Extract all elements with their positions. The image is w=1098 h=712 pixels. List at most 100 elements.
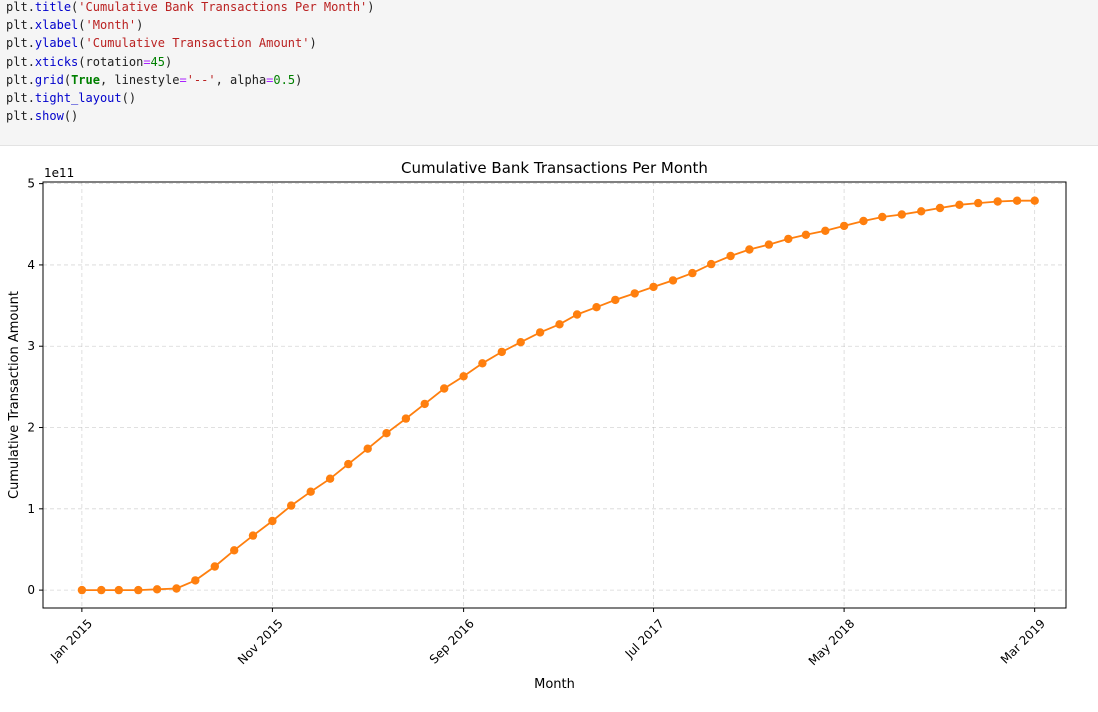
code-line: plt.show() <box>6 107 375 125</box>
code-token: = <box>266 72 274 87</box>
code-token: 'Cumulative Bank Transactions Per Month' <box>78 0 368 14</box>
code-line: plt.ylabel('Cumulative Transaction Amoun… <box>6 34 375 52</box>
data-point <box>821 226 830 235</box>
code-token: . <box>27 90 35 105</box>
data-point <box>325 474 335 483</box>
data-point <box>726 251 735 261</box>
data-point <box>114 585 124 595</box>
code-token: . <box>27 109 35 124</box>
data-point <box>363 444 372 453</box>
grid-lines <box>43 182 1066 608</box>
data-point <box>935 203 945 213</box>
data-point <box>630 289 639 298</box>
y-tick-label: 0 <box>27 583 35 597</box>
code-token: ) <box>165 54 173 69</box>
code-token: ylabel <box>34 36 79 51</box>
code-line: plt.xlabel('Month') <box>6 16 375 34</box>
data-point <box>1030 196 1039 205</box>
y-tick-label: 5 <box>27 177 35 191</box>
code-token: grid <box>34 72 64 87</box>
code-token: tight_layout <box>34 90 122 105</box>
x-tick-label: Jul 2017 <box>622 616 667 661</box>
data-point <box>993 197 1002 206</box>
y-tick-label: 1 <box>27 502 35 516</box>
data-point <box>478 359 487 368</box>
plot-frame <box>42 181 1067 609</box>
data-point <box>248 531 258 540</box>
data-point <box>974 198 983 208</box>
code-token: xlabel <box>34 18 79 33</box>
data-point <box>611 295 620 305</box>
code-token: () <box>121 90 137 105</box>
code-token: = <box>143 54 151 69</box>
code-token: = <box>179 72 187 87</box>
x-axis-label: Month <box>534 677 575 692</box>
data-point <box>420 399 429 409</box>
code-token: plt <box>6 109 28 124</box>
code-token: . <box>27 54 35 69</box>
code-token: ) <box>309 36 317 51</box>
line-chart: 0 1 2 3 4 5 Jan 2015 Nov 2015 Sep 2016 Jul 2017 Ma… <box>7 159 1067 692</box>
data-point <box>401 414 411 423</box>
data-point <box>459 372 468 381</box>
code-token: 'Month' <box>85 18 137 33</box>
code-token: plt <box>6 72 28 87</box>
data-point <box>784 234 793 244</box>
data-point <box>839 221 849 231</box>
data-point <box>382 429 391 438</box>
data-point <box>535 328 545 337</box>
code-token: plt <box>6 54 28 69</box>
code-editor[interactable]: plt.title('Cumulative Bank Transactions … <box>6 0 375 125</box>
code-token: '--' <box>186 72 216 87</box>
data-point <box>344 459 353 469</box>
data-point <box>230 546 239 555</box>
x-tick-label: Mar 2019 <box>998 616 1048 666</box>
code-token: show <box>34 109 64 124</box>
code-token: plt <box>6 90 28 105</box>
data-point <box>649 282 658 292</box>
code-token: 0.5 <box>273 72 296 87</box>
code-token: 45 <box>150 54 165 69</box>
code-token: plt <box>6 0 28 14</box>
code-token: . <box>27 36 35 51</box>
x-tick-label: May 2018 <box>806 616 858 668</box>
series-line <box>81 199 1035 592</box>
data-point <box>707 259 716 269</box>
code-token: ( <box>78 36 86 51</box>
data-point <box>668 276 678 285</box>
data-point <box>801 230 811 239</box>
data-point <box>497 347 506 357</box>
code-token: , alpha <box>215 72 267 87</box>
data-point <box>572 310 582 319</box>
axes: 0 1 2 3 4 5 Jan 2015 Nov 2015 Sep 2016 Jul 2017 Ma… <box>27 177 1048 669</box>
x-tick-label: Jan 2015 <box>47 616 95 664</box>
data-point <box>859 216 868 226</box>
data-point <box>688 268 697 278</box>
code-token: ( <box>71 0 79 14</box>
code-line: plt.tight_layout() <box>6 89 375 107</box>
y-tick-label: 3 <box>27 339 35 353</box>
data-point <box>745 245 754 254</box>
chart-title: Cumulative Bank Transactions Per Month <box>401 159 708 177</box>
code-line: plt.title('Cumulative Bank Transactions … <box>6 0 375 16</box>
data-point <box>210 562 219 571</box>
data-point <box>955 200 964 209</box>
series-layer <box>77 196 1039 595</box>
y-axis-label: Cumulative Transaction Amount <box>7 291 22 499</box>
data-point <box>77 585 87 595</box>
data-point <box>1012 196 1022 205</box>
code-line: plt.xticks(rotation=45) <box>6 53 375 71</box>
code-token: plt <box>6 36 28 51</box>
code-cell[interactable]: plt.title('Cumulative Bank Transactions … <box>0 0 1098 146</box>
data-point <box>440 384 449 393</box>
data-point <box>306 487 315 496</box>
data-point <box>97 585 106 595</box>
data-point <box>268 516 277 526</box>
data-point <box>172 584 181 593</box>
code-token: , linestyle <box>99 72 180 87</box>
code-token: ) <box>295 72 303 87</box>
data-point <box>191 576 200 585</box>
data-point <box>287 501 296 510</box>
y-tick-label: 2 <box>27 421 35 435</box>
code-token: title <box>34 0 72 14</box>
